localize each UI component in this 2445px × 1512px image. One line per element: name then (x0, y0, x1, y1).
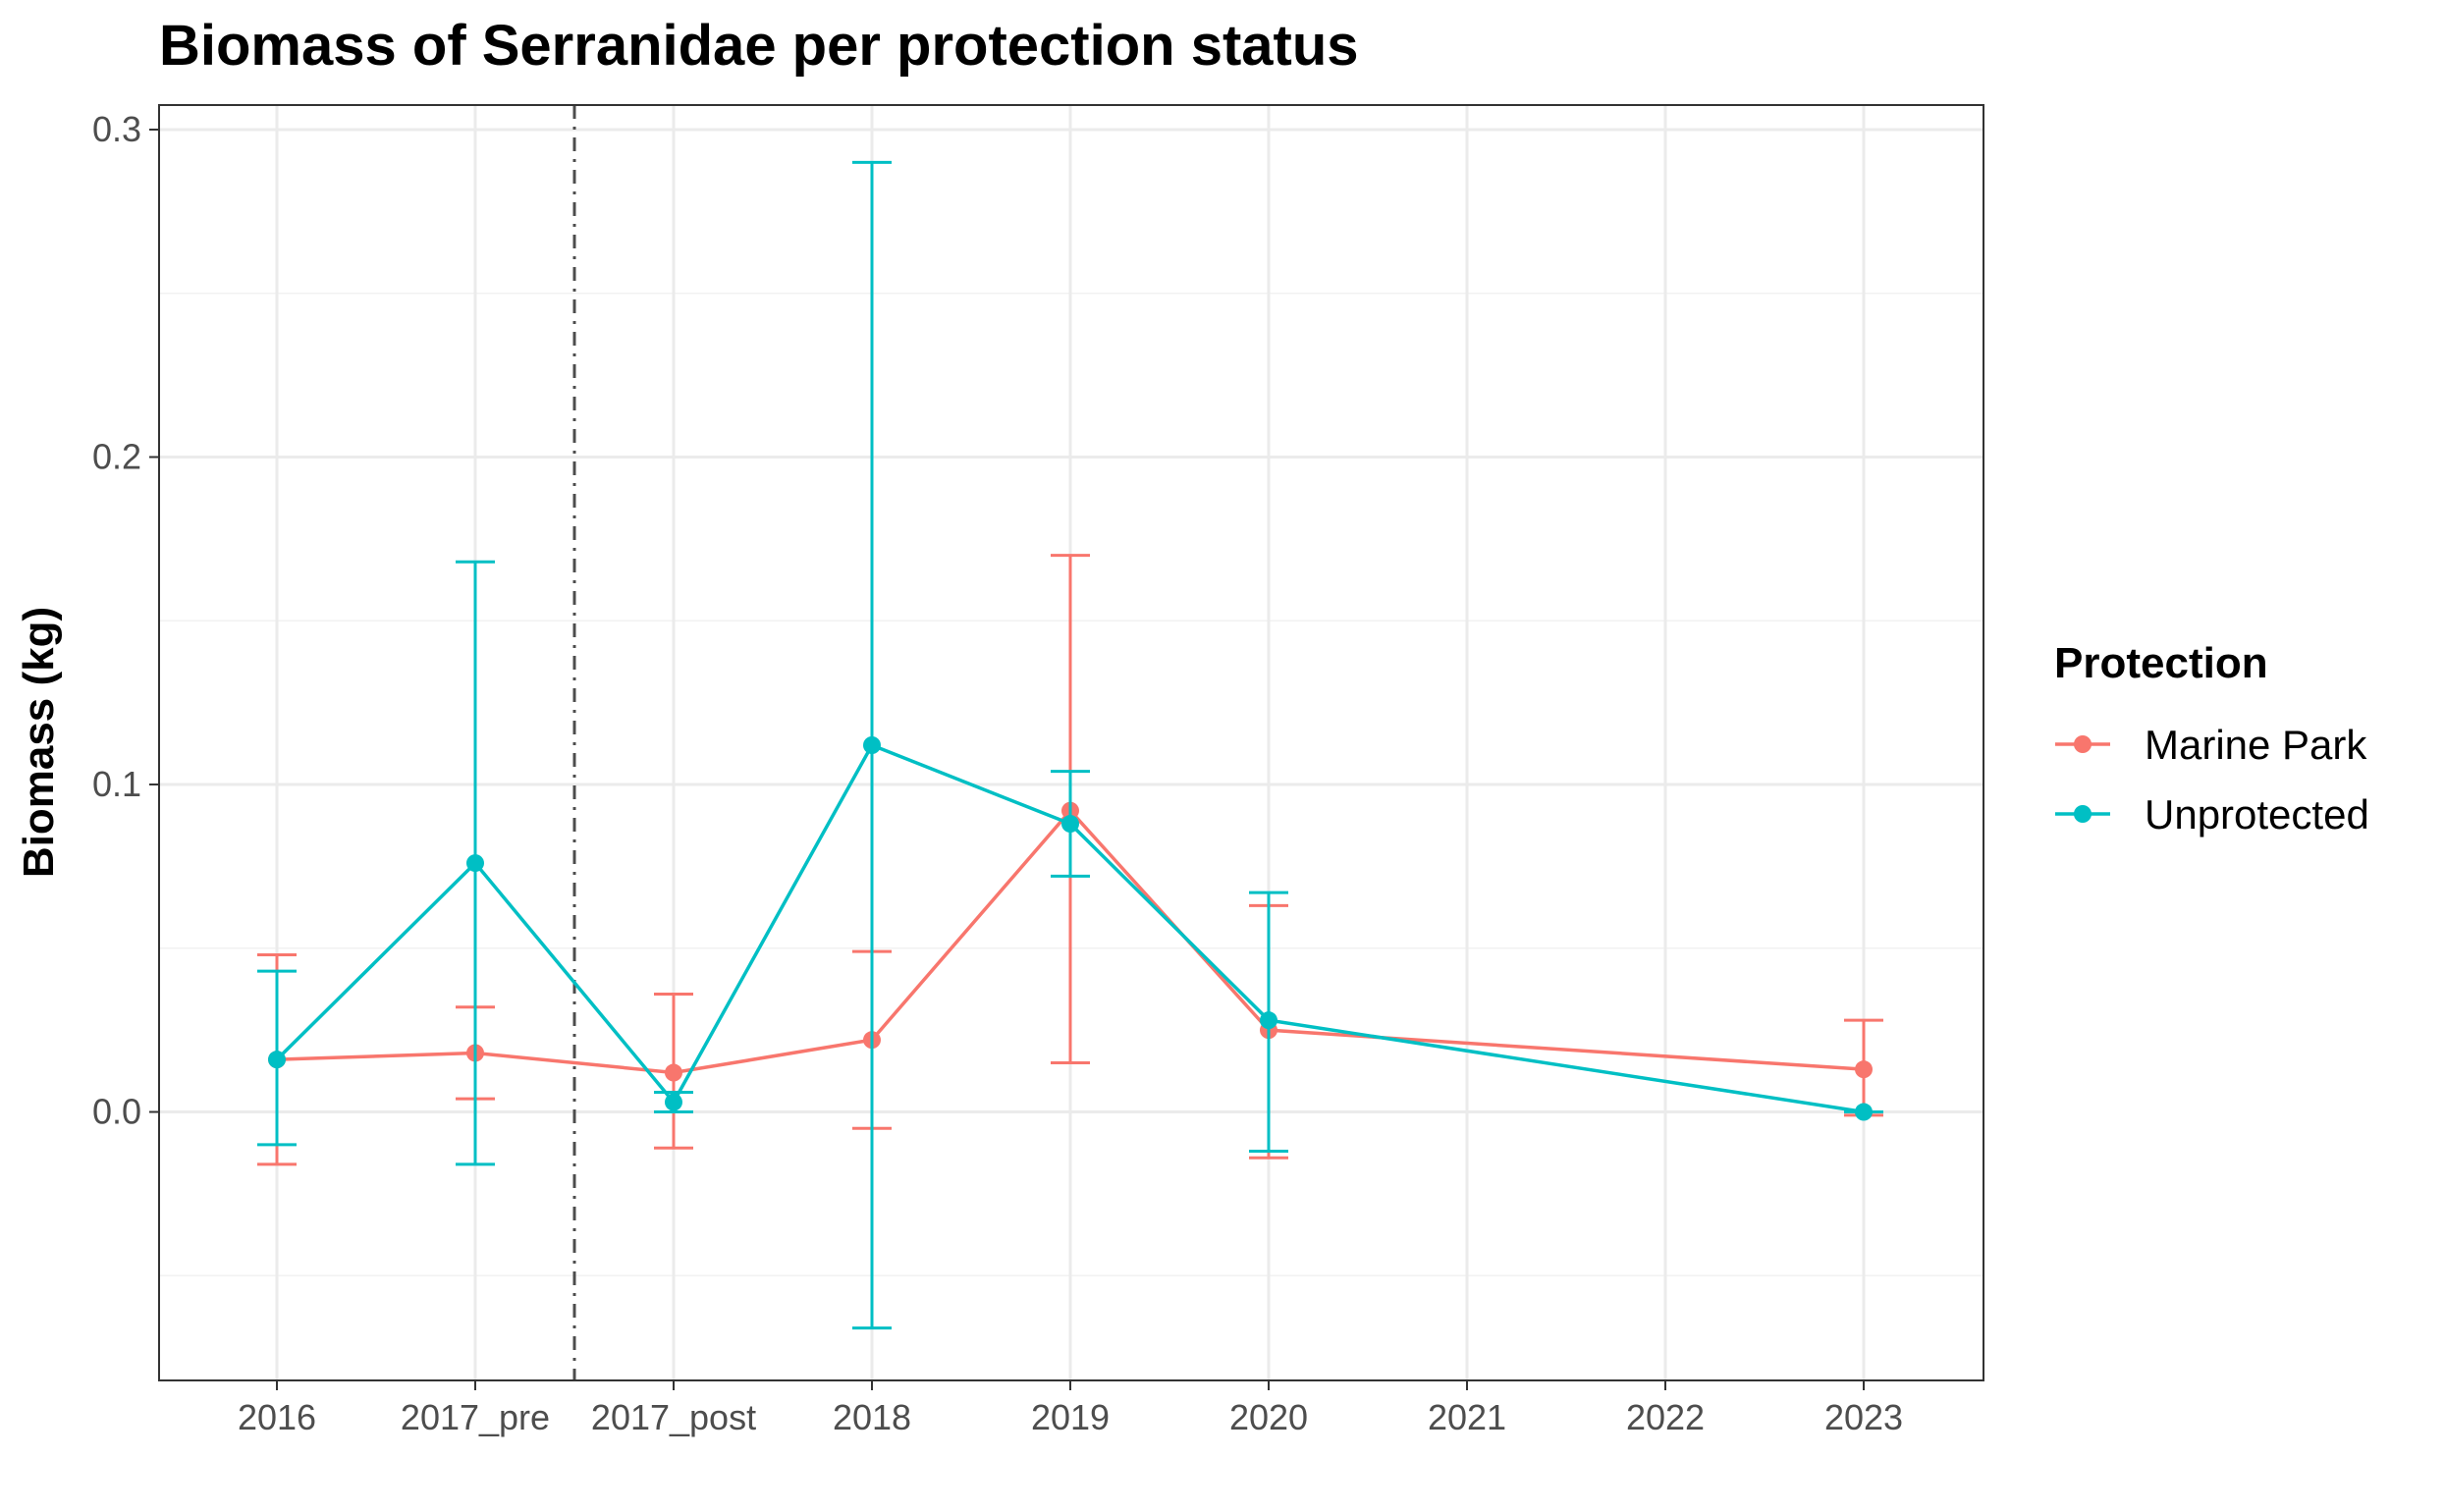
data-point (863, 736, 881, 755)
data-point (1061, 815, 1079, 834)
x-tick-label: 2017_pre (401, 1397, 550, 1437)
legend-label: Marine Park (2145, 722, 2367, 768)
x-tick-label: 2016 (238, 1397, 316, 1437)
data-point (1855, 1060, 1873, 1079)
data-point (1855, 1103, 1873, 1121)
data-point (268, 1051, 286, 1069)
legend-title: Protection (2054, 639, 2268, 687)
y-tick-label: 0.3 (92, 109, 141, 149)
x-tick-label: 2023 (1824, 1397, 1903, 1437)
y-tick-label: 0.2 (92, 437, 141, 477)
y-tick-label: 0.0 (92, 1092, 141, 1132)
x-tick-label: 2021 (1428, 1397, 1506, 1437)
legend: Protection Marine Park Unprotected (2054, 639, 2369, 837)
y-axis-title: Biomass (kg) (15, 607, 63, 878)
legend-key-point (2074, 805, 2092, 823)
x-tick-label: 2022 (1626, 1397, 1705, 1437)
data-point (1260, 1011, 1277, 1030)
legend-key-point (2074, 735, 2092, 753)
x-tick-label: 2017_post (591, 1397, 756, 1437)
legend-item: Marine Park (2055, 722, 2367, 768)
data-point (466, 854, 484, 873)
data-point (665, 1093, 682, 1111)
legend-item: Unprotected (2055, 791, 2369, 837)
y-tick-label: 0.1 (92, 764, 141, 804)
chart-title: Biomass of Serranidae per protection sta… (159, 14, 1359, 78)
series-group (257, 160, 1883, 1330)
x-tick-label: 2018 (833, 1397, 911, 1437)
series-unprotected (257, 160, 1883, 1330)
data-point (665, 1063, 682, 1082)
x-tick-label: 2019 (1031, 1397, 1110, 1437)
x-tick-label: 2020 (1229, 1397, 1308, 1437)
legend-label: Unprotected (2145, 791, 2369, 837)
axes: 0.0 0.1 0.2 0.3 2016 2017_pre 2017_post 2018 201… (92, 109, 1903, 1437)
